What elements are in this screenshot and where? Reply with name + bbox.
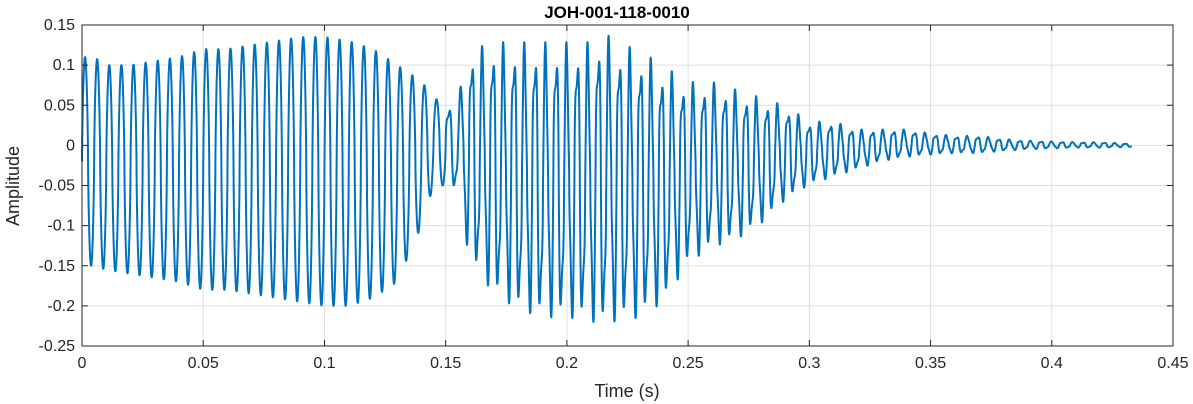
y-tick-label: -0.15 [39,258,76,275]
x-axis-label: Time (s) [594,381,659,401]
y-tick-label: 0.05 [44,97,75,114]
chart-title: JOH-001-118-0010 [544,3,690,22]
y-tick-label: -0.2 [47,298,75,315]
x-tick-label: 0.45 [1157,355,1188,372]
x-tick-label: 0.35 [915,355,946,372]
plot-area [81,34,1133,324]
x-tick-labels: 0 0.05 0.1 0.15 0.2 0.25 0.3 0.35 0.4 0.45 [78,355,1189,372]
x-tick-label: 0.1 [313,355,335,372]
x-tick-label: 0.25 [673,355,704,372]
x-tick-label: 0.15 [430,355,461,372]
x-tick-label: 0.4 [1041,355,1063,372]
y-tick-label: 0.1 [53,57,75,74]
x-tick-label: 0.2 [556,355,578,372]
axis-ticks [81,24,1174,347]
y-tick-label: 0.15 [44,17,75,34]
x-tick-label: 0.05 [188,355,219,372]
y-tick-label: -0.05 [39,178,76,195]
x-tick-label: 0.3 [798,355,820,372]
waveform-line [81,34,1133,324]
y-tick-labels: -0.25 -0.2 -0.15 -0.1 -0.05 0 0.05 0.1 0.15 [39,17,76,355]
y-tick-label: -0.1 [47,218,75,235]
y-tick-label: -0.25 [39,338,76,355]
y-tick-label: 0 [66,137,75,154]
y-axis-label: Amplitude [3,146,23,226]
x-tick-label: 0 [78,355,87,372]
